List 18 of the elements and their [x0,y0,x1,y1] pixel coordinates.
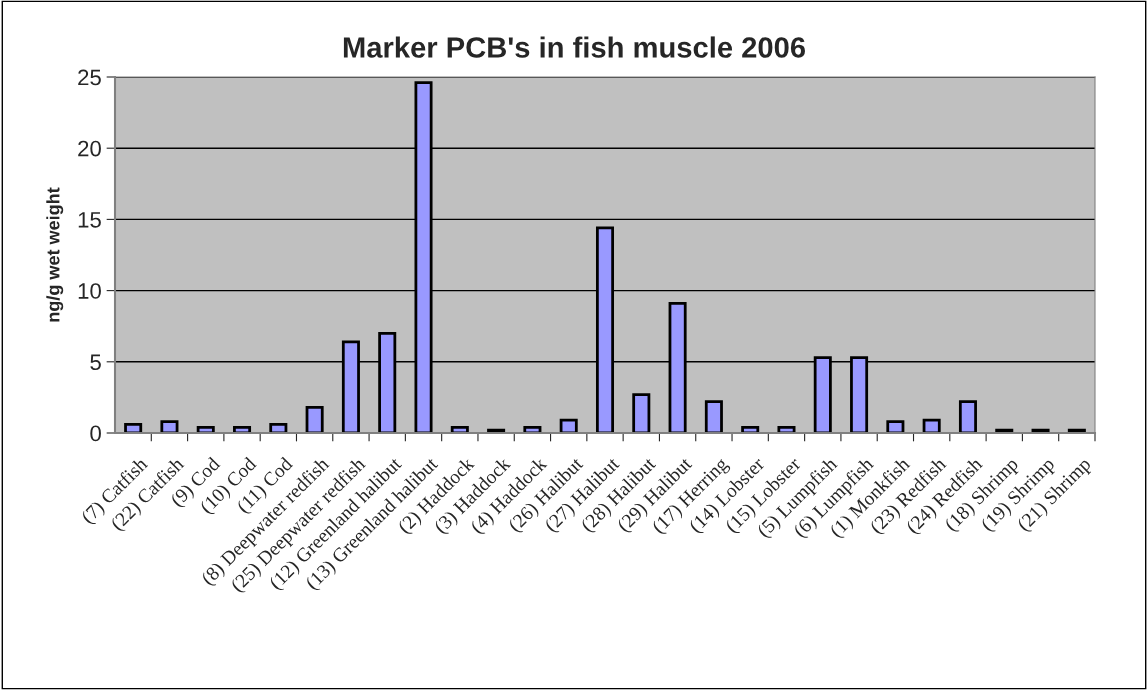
bar [886,420,905,433]
y-tick-label: 5 [90,354,101,371]
y-tick-label: 20 [78,140,101,157]
bar [269,423,288,433]
bar [632,393,651,433]
chart-title: Marker PCB's in fish muscle 2006 [343,36,805,58]
bar [160,420,179,433]
bar [559,418,578,433]
bar [704,400,723,433]
bar [922,418,941,433]
y-tick-label: 25 [78,69,101,86]
bar [124,423,143,433]
bar [958,400,977,433]
y-tick-label: 10 [78,283,101,299]
bar [305,405,324,433]
y-tick-label: 15 [78,212,101,228]
y-tick-label: 0 [90,425,101,442]
y-axis-title: ng/g wet weight [46,187,64,322]
